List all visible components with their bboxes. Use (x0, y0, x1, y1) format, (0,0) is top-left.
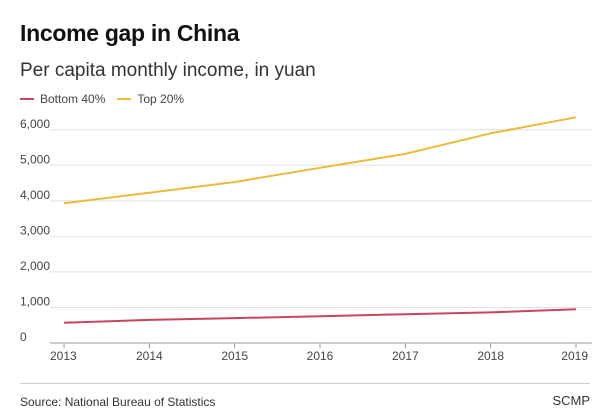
y-tick-label: 0 (20, 330, 27, 344)
legend-swatch-bottom-40 (20, 98, 34, 100)
y-tick-label: 3,000 (20, 223, 50, 237)
footer-divider (20, 383, 590, 384)
x-tick-label: 2016 (307, 349, 334, 363)
y-tick-label: 6,000 (20, 117, 50, 131)
x-tick-label: 2018 (477, 349, 504, 363)
series-line-top-20 (63, 116, 577, 205)
source-note: Source: National Bureau of Statistics (20, 395, 216, 409)
x-tick-labels: 2013 2014 2015 2016 2017 2018 2019 (50, 349, 588, 363)
y-tick-label: 2,000 (20, 259, 50, 273)
y-tick-label: 5,000 (20, 152, 50, 166)
gridlines (50, 129, 592, 308)
x-tick-label: 2017 (392, 349, 419, 363)
x-tick-label: 2014 (136, 349, 163, 363)
legend: Bottom 40% Top 20% (20, 92, 196, 106)
legend-label-bottom-40: Bottom 40% (40, 92, 106, 106)
legend-swatch-top-20 (117, 98, 132, 100)
y-tick-labels: 0 1,000 2,000 3,000 4,000 5,000 6,000 (20, 117, 50, 344)
chart-subtitle: Per capita monthly income, in yuan (20, 60, 316, 81)
legend-item-bottom-40: Bottom 40% (20, 92, 105, 106)
series-lines (63, 116, 577, 324)
x-tick-label: 2019 (561, 349, 588, 363)
series-line-bottom-40 (63, 308, 577, 324)
y-tick-label: 4,000 (20, 188, 50, 202)
legend-item-top-20: Top 20% (117, 92, 184, 106)
chart-title: Income gap in China (20, 20, 240, 46)
y-tick-label: 1,000 (20, 294, 50, 308)
brand-logo: SCMP (552, 393, 590, 408)
x-tick-label: 2013 (50, 349, 77, 363)
legend-label-top-20: Top 20% (137, 92, 185, 106)
x-axis (50, 342, 592, 348)
x-tick-label: 2015 (221, 349, 248, 363)
